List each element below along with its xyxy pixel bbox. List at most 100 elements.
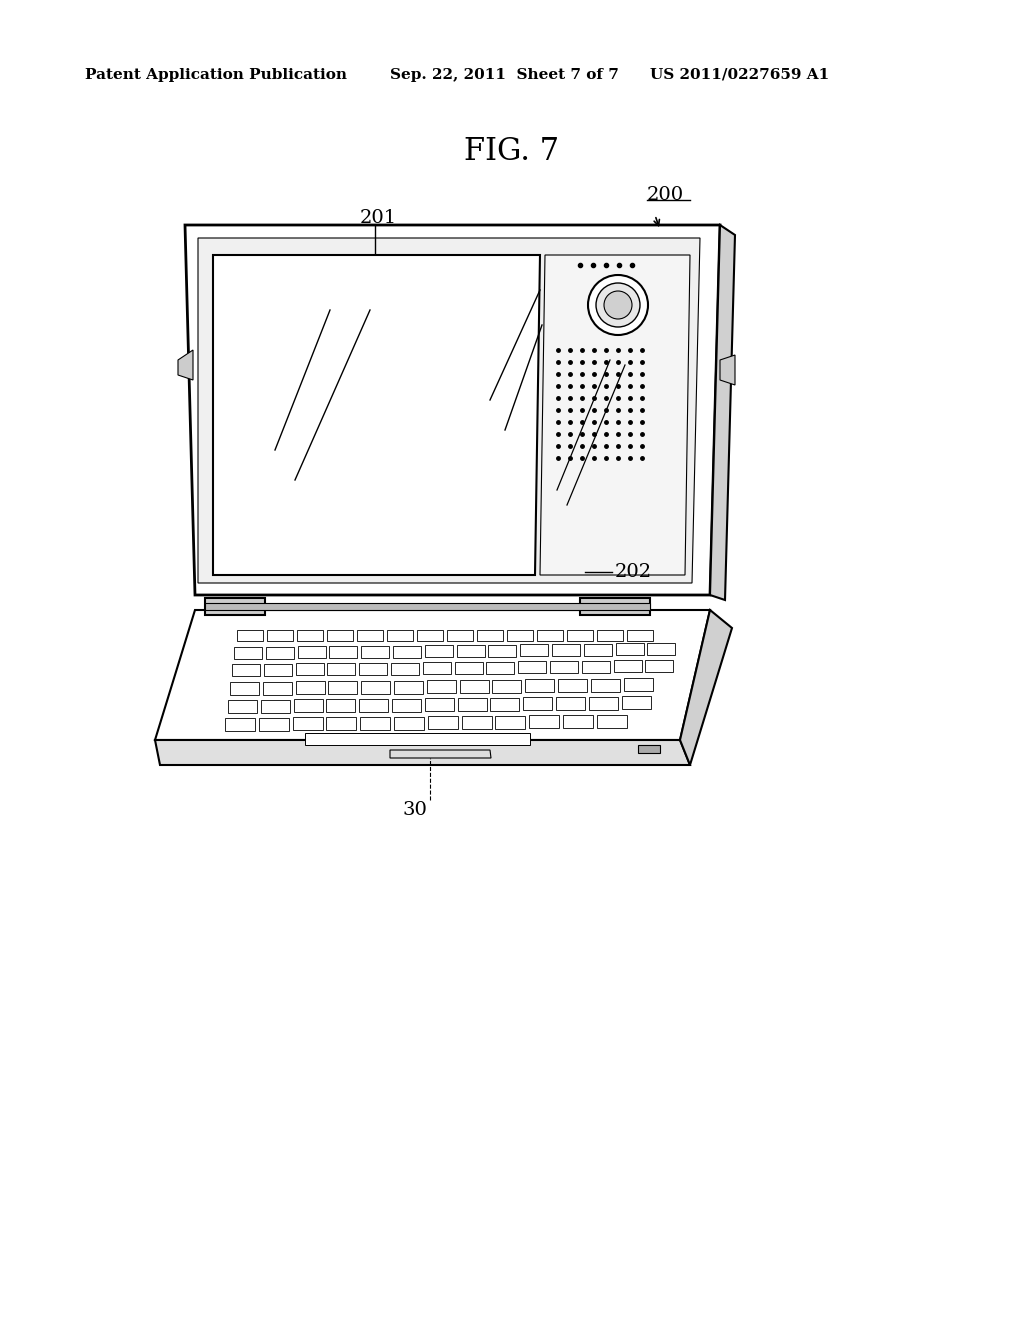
Polygon shape: [298, 647, 326, 659]
Polygon shape: [387, 630, 413, 642]
Bar: [638, 744, 660, 752]
Polygon shape: [496, 715, 525, 729]
Polygon shape: [390, 750, 490, 758]
Polygon shape: [428, 717, 458, 729]
Polygon shape: [490, 697, 519, 710]
Polygon shape: [477, 630, 503, 642]
Polygon shape: [520, 644, 548, 656]
Polygon shape: [525, 680, 554, 692]
Polygon shape: [460, 680, 488, 693]
Polygon shape: [563, 715, 593, 729]
Polygon shape: [267, 630, 293, 642]
Polygon shape: [393, 645, 421, 657]
Polygon shape: [328, 663, 355, 675]
Polygon shape: [305, 733, 530, 744]
Polygon shape: [178, 350, 193, 380]
Polygon shape: [327, 700, 355, 711]
Polygon shape: [615, 643, 644, 656]
Polygon shape: [540, 255, 690, 576]
Text: US 2011/0227659 A1: US 2011/0227659 A1: [650, 69, 829, 82]
Polygon shape: [185, 224, 720, 595]
Polygon shape: [296, 664, 324, 676]
Polygon shape: [264, 664, 292, 676]
Polygon shape: [624, 678, 652, 692]
Polygon shape: [622, 697, 650, 709]
Polygon shape: [507, 630, 534, 642]
Polygon shape: [230, 682, 259, 696]
Polygon shape: [357, 630, 383, 642]
Polygon shape: [645, 660, 674, 672]
Polygon shape: [417, 630, 443, 642]
Text: 202: 202: [615, 564, 652, 581]
Polygon shape: [580, 598, 650, 615]
Polygon shape: [550, 661, 578, 673]
Polygon shape: [293, 717, 323, 730]
Text: Sep. 22, 2011  Sheet 7 of 7: Sep. 22, 2011 Sheet 7 of 7: [390, 69, 618, 82]
Polygon shape: [582, 661, 610, 673]
Polygon shape: [155, 610, 710, 741]
Polygon shape: [205, 603, 650, 610]
Polygon shape: [447, 630, 473, 642]
Polygon shape: [228, 700, 257, 713]
Polygon shape: [425, 645, 453, 657]
Polygon shape: [613, 660, 642, 672]
Polygon shape: [720, 355, 735, 385]
Polygon shape: [294, 700, 323, 713]
Polygon shape: [518, 661, 546, 673]
Polygon shape: [232, 664, 260, 676]
Circle shape: [604, 290, 632, 319]
Polygon shape: [597, 714, 627, 727]
Circle shape: [588, 275, 648, 335]
Polygon shape: [205, 598, 265, 615]
Polygon shape: [263, 681, 292, 694]
Polygon shape: [627, 630, 653, 642]
Polygon shape: [488, 644, 516, 656]
Text: Patent Application Publication: Patent Application Publication: [85, 69, 347, 82]
Polygon shape: [327, 630, 353, 642]
Polygon shape: [198, 238, 700, 583]
Polygon shape: [296, 681, 325, 694]
Polygon shape: [394, 681, 423, 693]
Polygon shape: [392, 698, 421, 711]
Polygon shape: [225, 718, 255, 731]
Polygon shape: [458, 698, 486, 711]
Polygon shape: [259, 718, 289, 731]
Polygon shape: [523, 697, 552, 710]
Polygon shape: [529, 715, 559, 729]
Polygon shape: [710, 224, 735, 601]
Polygon shape: [493, 680, 521, 693]
Polygon shape: [455, 661, 482, 675]
Polygon shape: [584, 644, 611, 656]
Text: 200: 200: [647, 186, 684, 205]
Polygon shape: [266, 647, 294, 659]
Text: FIG. 7: FIG. 7: [465, 136, 559, 168]
Polygon shape: [423, 663, 451, 675]
Polygon shape: [297, 630, 323, 642]
Polygon shape: [327, 717, 356, 730]
Circle shape: [596, 282, 640, 327]
Polygon shape: [680, 610, 732, 766]
Polygon shape: [427, 680, 456, 693]
Polygon shape: [391, 663, 419, 675]
Polygon shape: [360, 717, 390, 730]
Polygon shape: [359, 698, 388, 711]
Polygon shape: [462, 715, 492, 729]
Polygon shape: [591, 678, 620, 692]
Polygon shape: [647, 643, 676, 655]
Polygon shape: [361, 645, 389, 657]
Polygon shape: [537, 630, 563, 642]
Polygon shape: [457, 645, 484, 657]
Polygon shape: [558, 678, 587, 692]
Polygon shape: [261, 700, 290, 713]
Polygon shape: [556, 697, 585, 710]
Polygon shape: [155, 741, 690, 766]
Text: 30: 30: [402, 801, 427, 818]
Polygon shape: [567, 630, 593, 642]
Polygon shape: [589, 697, 617, 710]
Polygon shape: [329, 681, 357, 694]
Polygon shape: [552, 644, 580, 656]
Polygon shape: [394, 717, 424, 730]
Polygon shape: [237, 630, 263, 642]
Polygon shape: [597, 630, 623, 642]
Polygon shape: [359, 663, 387, 675]
